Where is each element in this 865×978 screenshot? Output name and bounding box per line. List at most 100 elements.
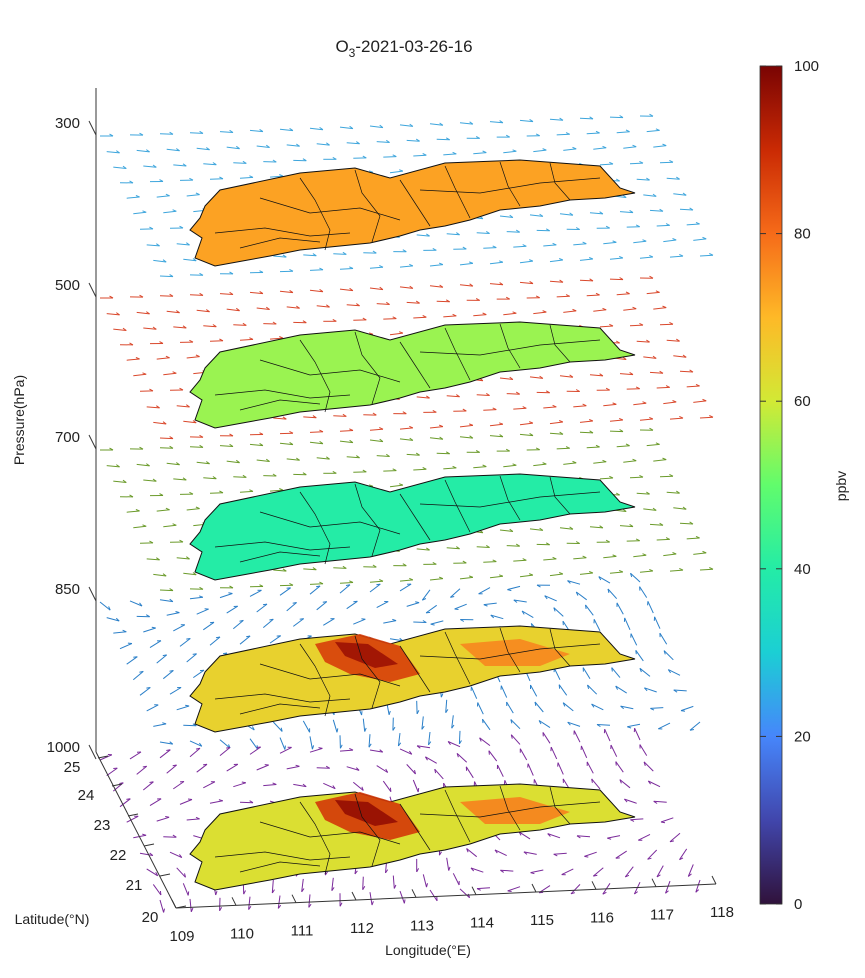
longitude-tick-group: 109 110 111 112 113 114 115 116 117 118 [169,875,734,945]
wind-arrow-head [379,124,384,128]
wind-arrow [146,406,160,409]
wind-arrow-head [182,477,187,481]
wind-arrow [529,214,543,217]
wind-arrow-head [632,306,637,310]
wind-arrow [616,293,630,296]
wind-arrow-head [195,816,200,820]
wind-arrow [353,618,366,625]
wind-arrow [132,671,144,681]
wind-arrow-head [162,654,167,657]
county-border [239,399,321,411]
wind-arrow [113,328,127,331]
wind-arrow-head [219,176,224,180]
wind-arrow-head [535,295,540,299]
wind-arrow-head [535,447,540,451]
wind-arrow [521,610,534,619]
county-border [399,645,431,693]
wind-arrow [533,463,547,467]
wind-arrow [653,145,667,148]
wind-arrow [286,306,300,309]
wind-arrow [193,669,205,679]
wind-arrow [339,749,354,752]
wind-arrow [339,440,353,444]
wind-arrow-head [499,434,504,438]
wind-arrow [166,310,180,314]
pressure-tick [88,434,97,450]
wind-arrow-head [172,209,177,212]
layer-850 [99,572,701,750]
wind-arrow-head [426,547,430,551]
wind-arrow [219,747,231,756]
wind-arrow-head [409,425,414,429]
wind-arrow [629,162,644,165]
wind-arrow [633,240,647,244]
wind-arrow-head [229,585,234,589]
wind-arrow [542,732,551,744]
wind-arrow [248,896,251,910]
wind-arrow [656,224,670,227]
wind-arrow [686,537,700,540]
wind-arrow [489,261,503,265]
wind-arrow [443,153,457,156]
wind-arrow-head [515,229,520,233]
wind-arrow-head [142,372,147,375]
wind-arrow-head [186,638,191,640]
wind-arrow-head [379,265,384,268]
wind-arrow [269,175,284,178]
wind-arrow-head [642,401,647,404]
wind-arrow [399,438,413,441]
wind-arrow [189,132,204,134]
longitude-tick-label: 115 [530,912,554,929]
wind-arrow-head [409,123,414,127]
wind-arrow-head [445,299,450,303]
wind-arrow [186,194,200,197]
wind-arrow [579,420,593,423]
wind-arrow-head [289,430,294,434]
wind-arrow-head [619,255,624,259]
wind-arrow [630,818,644,821]
wind-arrow [239,338,254,341]
wind-arrow-head [630,573,633,578]
wind-arrow [607,588,618,600]
wind-arrow-head [595,130,600,134]
wind-arrow-head [302,158,307,162]
wind-arrow-head [349,266,354,269]
county-border [499,627,521,673]
wind-arrow-head [529,432,534,437]
wind-arrow-head [599,373,604,377]
wind-arrow-head [582,241,587,245]
wind-arrow-head [149,226,154,230]
wind-arrow-head [642,553,647,556]
wind-arrow [273,255,287,258]
wind-arrow-head [372,564,377,568]
wind-arrow [173,478,187,481]
wind-arrow-head [509,528,514,532]
wind-arrow [668,669,681,676]
pressure-tick-group: 300 500 700 850 1000 [47,115,97,760]
wind-arrow [616,445,630,448]
wind-arrow [687,864,694,877]
wind-arrow [397,733,401,747]
wind-arrow-head [575,591,579,596]
wind-arrow-head [422,153,427,156]
wind-arrow-head [392,316,397,320]
wind-arrow [611,667,621,678]
wind-arrow-head [669,840,675,843]
wind-arrow [527,763,534,776]
wind-arrow-head [615,340,620,344]
wind-arrow [573,557,587,560]
wind-arrow [659,161,674,164]
wind-arrow [494,849,507,857]
wind-arrow-head [156,405,160,409]
wind-arrow-head [544,595,548,600]
wind-arrow-head [146,463,150,467]
longitude-tick-label: 114 [470,915,494,932]
wind-arrow [399,583,412,592]
wind-arrow-head [149,540,154,544]
wind-arrow-head [229,443,234,447]
wind-arrow [126,815,139,823]
wind-arrow-head [122,479,127,483]
wind-arrow-head [219,338,224,342]
wind-arrow [209,178,224,180]
wind-arrow-head [529,573,534,576]
